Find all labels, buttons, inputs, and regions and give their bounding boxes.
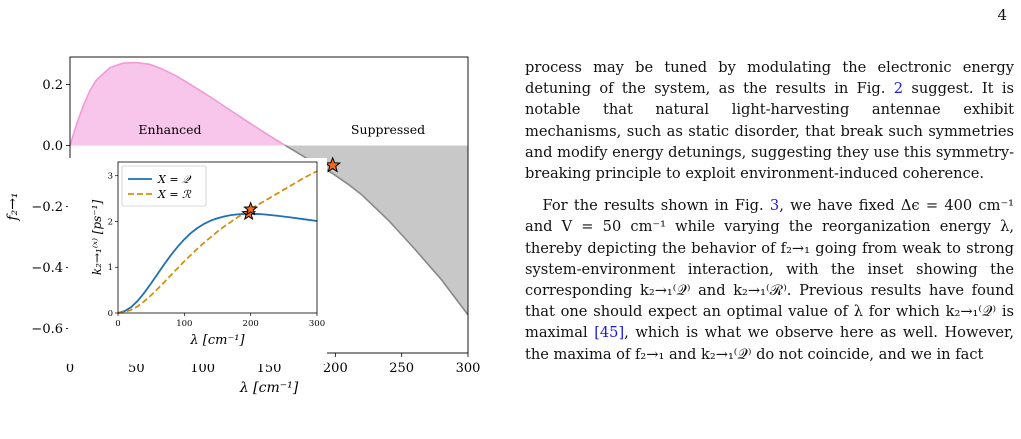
x-tick-label: 150	[257, 361, 282, 376]
figure-ref-2[interactable]: 2	[893, 80, 904, 98]
inset-plot: 0 100 200 300 0 1 2 3 λ [cm⁻¹] k₂→₁⁽ˣ⁾ [ps⁻¹] X = …	[68, 158, 327, 364]
inset-x-tick-label: 0	[115, 319, 120, 329]
f-curve-enhanced	[69, 61, 286, 147]
inset-series-line	[117, 212, 318, 314]
citation-45[interactable]: [45]	[594, 324, 625, 342]
suppressed-label: Suppressed	[351, 122, 425, 137]
inset-y-axis-label: k₂→₁⁽ˣ⁾ [ps⁻¹]	[90, 200, 104, 276]
paragraph-2-text-a: For the results shown in Fig.	[542, 197, 764, 215]
paragraph-2-text-c: , which is what we observe here as well.…	[525, 324, 1014, 363]
inset-y-tick-label: 3	[108, 172, 113, 182]
inset-x-tick-label: 200	[243, 319, 259, 329]
x-tick-label: 50	[128, 361, 145, 376]
inset-max-star-marker	[243, 201, 259, 216]
paragraph-1-rest: suggest. It is notable that natural ligh…	[525, 80, 1014, 183]
y-tick-label: −0.2	[31, 200, 63, 215]
paragraph-2: For the results shown in Fig. 3, we have…	[525, 195, 1014, 365]
x-tick-label: 200	[323, 361, 348, 376]
figure-3: Enhanced Suppressed 0 50 100 150 200 250 300 0.2 0…	[0, 0, 500, 439]
body-text-column: process may be tuned by modulating the e…	[525, 57, 1014, 365]
y-axis-label: f₂→₁	[5, 192, 21, 221]
suppressed-region-fill	[285, 145, 468, 315]
paragraph-1: process may be tuned by modulating the e…	[525, 57, 1014, 184]
y-tick-label: 0.2	[42, 78, 63, 93]
inset-series-line	[117, 170, 318, 314]
max-star-marker	[324, 156, 342, 173]
inset-x-tick-label: 100	[176, 319, 192, 329]
inset-x-tick-label: 300	[309, 319, 325, 329]
inset-legend-label: X = 𝒬	[157, 173, 192, 186]
x-axis-label: λ [cm⁻¹]	[239, 380, 299, 396]
inset-y-tick-label: 0	[108, 309, 113, 319]
inset-y-tick-label: 1	[108, 263, 113, 273]
f-curve-suppressed	[284, 144, 469, 316]
x-tick-label: 300	[456, 361, 481, 376]
y-tick-label: 0.0	[42, 139, 63, 154]
page-number: 4	[997, 6, 1007, 24]
inset-legend-label: X = ℛ	[157, 188, 192, 201]
enhanced-label: Enhanced	[138, 122, 201, 137]
inset-frame	[117, 161, 318, 314]
inset-legend-box	[121, 165, 207, 207]
x-tick-label: 0	[66, 361, 74, 376]
y-tick-label: −0.6	[31, 322, 63, 337]
inset-x-axis-label: λ [cm⁻¹]	[189, 333, 245, 348]
y-tick-label: −0.4	[31, 261, 63, 276]
figure-ref-3[interactable]: 3	[769, 197, 780, 215]
paragraph-1-text: process may be tuned by modulating the e…	[525, 59, 1014, 98]
inset-y-tick-label: 2	[108, 217, 113, 227]
enhanced-region-fill	[70, 62, 286, 146]
x-tick-label: 100	[190, 361, 215, 376]
paragraph-2-text-b: , we have fixed Δϵ = 400 cm⁻¹ and V = 50…	[525, 197, 1014, 342]
x-tick-label: 250	[389, 361, 414, 376]
